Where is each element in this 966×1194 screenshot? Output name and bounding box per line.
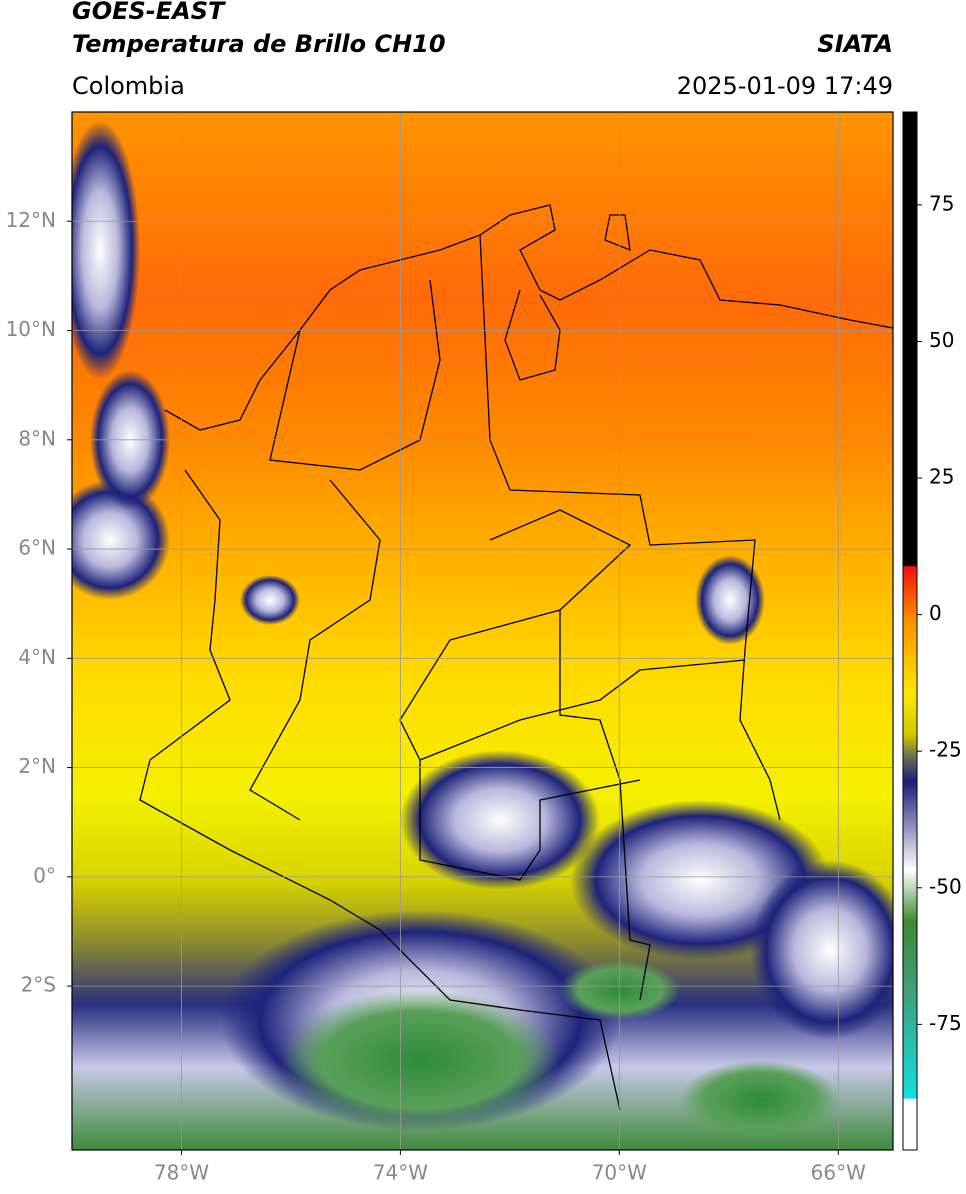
colorbar-tick-label: 25 bbox=[929, 465, 954, 489]
cloud bbox=[72, 480, 170, 600]
lat-tick-label: 8°N bbox=[18, 426, 56, 450]
colorbar-tick-label: -25 bbox=[929, 738, 962, 762]
lat-tick-label: 12°N bbox=[6, 208, 56, 232]
lat-tick-label: 10°N bbox=[6, 317, 56, 341]
satellite-image bbox=[72, 112, 893, 1150]
lon-tick-label: 74°W bbox=[373, 1161, 428, 1185]
cloud bbox=[72, 120, 140, 380]
lat-tick-label: 2°N bbox=[18, 754, 56, 778]
map-frame bbox=[71, 111, 894, 1151]
colorbar bbox=[902, 111, 918, 1151]
colorbar-tick-label: -75 bbox=[929, 1011, 962, 1035]
lat-tick-label: 0° bbox=[33, 863, 56, 887]
title: GOES-EAST bbox=[72, 0, 226, 25]
colorbar-tick-label: 50 bbox=[929, 328, 954, 352]
lon-tick-label: 70°W bbox=[592, 1161, 647, 1185]
lon-tick-label: 78°W bbox=[154, 1161, 209, 1185]
subtitle: Temperatura de Brillo CH10 bbox=[72, 30, 446, 58]
region: Colombia bbox=[72, 72, 185, 100]
lat-tick-label: 4°N bbox=[18, 645, 56, 669]
lat-tick-label: 2°S bbox=[21, 973, 56, 997]
lat-tick-label: 6°N bbox=[18, 536, 56, 560]
source: SIATA bbox=[817, 30, 893, 58]
colorbar-tick-label: 75 bbox=[929, 191, 954, 215]
datetime: 2025-01-09 17:49 bbox=[677, 72, 893, 100]
lon-tick-label: 66°W bbox=[811, 1161, 866, 1185]
cold-top bbox=[560, 960, 680, 1020]
cloud bbox=[750, 860, 893, 1040]
colorbar-tick-label: -50 bbox=[929, 874, 962, 898]
cloud bbox=[695, 555, 765, 645]
cold-top bbox=[680, 1060, 840, 1140]
cold-top bbox=[280, 990, 560, 1130]
colorbar-tick-label: 0 bbox=[929, 601, 942, 625]
cloud bbox=[400, 750, 600, 890]
graticule bbox=[72, 112, 893, 1150]
borders bbox=[139, 204, 893, 1111]
cloud bbox=[240, 575, 300, 625]
